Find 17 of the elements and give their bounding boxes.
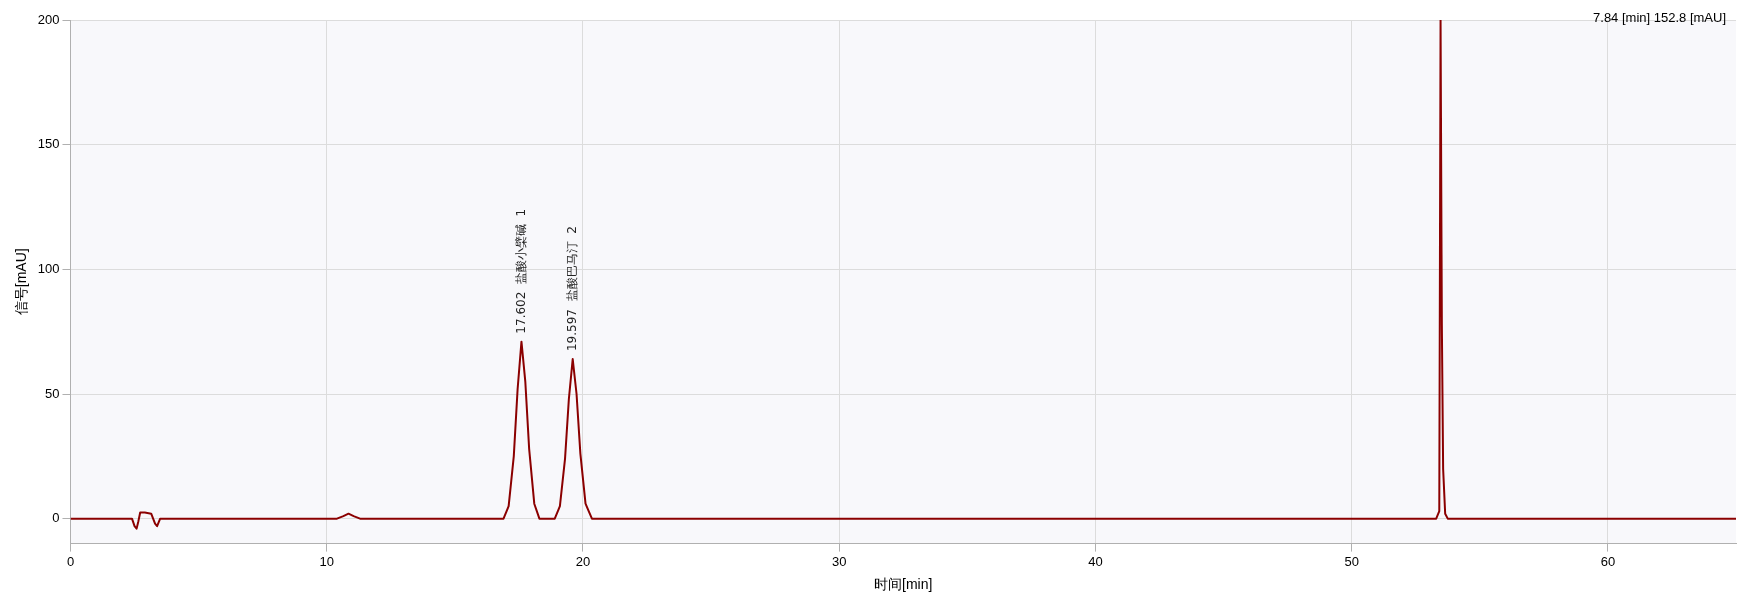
annotation: 7.84 [min] 152.8 [mAU] bbox=[1593, 10, 1726, 25]
x-axis-title: 时间[min] bbox=[874, 576, 933, 593]
y-tick-label: 150 bbox=[37, 136, 60, 152]
x-tick-label: 0 bbox=[66, 553, 75, 569]
annotation: 19.597 盐酸巴马汀 2 bbox=[564, 226, 579, 352]
y-tick-label: 200 bbox=[37, 11, 60, 27]
annotation: 17.602 盐酸小檗碱 1 bbox=[513, 208, 528, 334]
x-tick-label: 60 bbox=[1600, 553, 1616, 569]
x-tick-label: 40 bbox=[1088, 553, 1103, 569]
x-tick-label: 10 bbox=[319, 553, 334, 569]
y-tick-label: 0 bbox=[52, 510, 60, 526]
x-tick-label: 30 bbox=[831, 553, 847, 569]
y-tick-label: 100 bbox=[37, 260, 60, 276]
y-axis-title: 信号[mAU] bbox=[13, 248, 30, 316]
x-tick-label: 20 bbox=[575, 553, 591, 569]
x-tick-label: 50 bbox=[1344, 553, 1359, 569]
y-tick-label: 50 bbox=[45, 385, 60, 401]
